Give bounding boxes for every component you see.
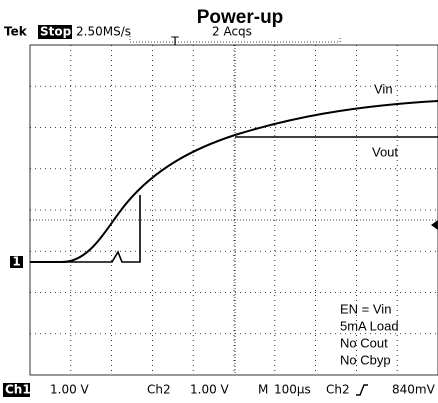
channel-marker: 1	[12, 255, 20, 269]
note: EN = Vin	[340, 301, 391, 316]
ch2-scale: 1.00 V	[190, 383, 230, 397]
channel-marker-box	[10, 256, 23, 268]
state: Stop:	[40, 25, 76, 39]
acqs: 2 Acqs	[212, 25, 252, 39]
note: 5mA Load	[340, 318, 399, 333]
trigger-level-arrow	[431, 220, 438, 230]
vout-trace	[30, 136, 438, 263]
trig-level: 840mV	[392, 383, 436, 397]
state-box	[38, 25, 72, 39]
timebase-prefix: M	[258, 383, 268, 397]
ch1-box	[3, 383, 30, 397]
rate: 2.50MS/s	[76, 25, 131, 39]
trigger-marker: T	[170, 35, 179, 49]
timebase: 100µs	[274, 383, 311, 397]
ch2: Ch2	[147, 383, 171, 397]
note: No Cout	[340, 335, 388, 350]
brand: Tek	[4, 25, 28, 39]
vout-label: Vout	[372, 144, 398, 159]
trigger-bracket	[129, 36, 341, 43]
ch1-scale: 1.00 V	[50, 383, 90, 397]
vin-trace	[30, 100, 438, 263]
ch1: Ch1	[5, 383, 31, 397]
vin-label: Vin	[374, 81, 393, 96]
trig-source: Ch2	[326, 383, 350, 397]
note: No Cbyp	[340, 352, 391, 367]
trig-slope	[356, 384, 368, 396]
graticule	[29, 44, 438, 376]
title: Power-up	[197, 7, 284, 28]
